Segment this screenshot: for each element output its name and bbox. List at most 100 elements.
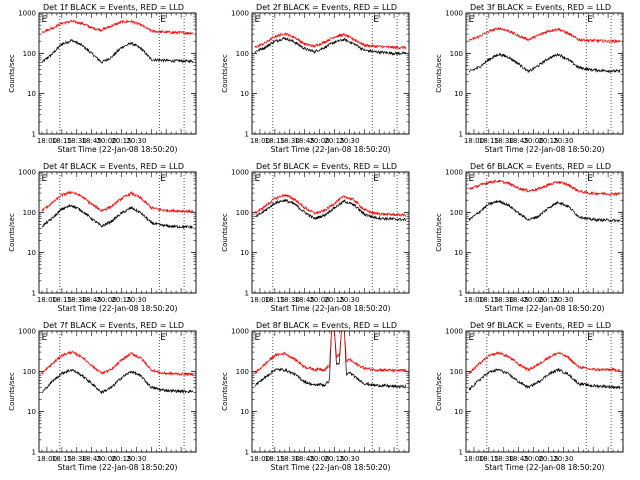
x-tick-label: 20:00 <box>309 296 329 304</box>
e-flag-label: E <box>373 333 379 343</box>
plot-frame <box>465 12 624 135</box>
x-tick-label: 18:45 <box>509 296 529 304</box>
panel-det-9: Det 9f BLACK = Events, RED = LLD 1 10 100 10… <box>435 321 624 472</box>
y-tick-label: 100 <box>23 209 36 217</box>
plot-frame <box>251 171 410 294</box>
x-tick-label: 18:15 <box>479 137 499 145</box>
x-tick-label: 18:00 <box>250 296 270 304</box>
x-tick-label: 18:30 <box>280 455 300 463</box>
x-tick-label: 18:15 <box>52 137 72 145</box>
x-tick-label: 18:30 <box>280 137 300 145</box>
x-tick-label: 20:00 <box>96 137 116 145</box>
lld-series-line <box>254 330 407 375</box>
x-tick-label: 20:30 <box>339 455 359 463</box>
panel-title: Det 7f BLACK = Events, RED = LLD <box>43 321 184 330</box>
y-tick-label: 1 <box>32 290 36 298</box>
e-flag-label: E <box>160 15 166 25</box>
y-tick-label: 1000 <box>18 328 36 336</box>
x-tick-label: 20:00 <box>96 296 116 304</box>
y-tick-label: 100 <box>450 368 463 376</box>
x-tick-label: 20:15 <box>538 455 558 463</box>
e-flag-label: E <box>254 174 260 184</box>
y-tick-label: 1000 <box>445 10 463 18</box>
x-tick-label: 18:00 <box>37 296 57 304</box>
x-tick-label: 18:30 <box>67 137 87 145</box>
y-tick-label: 1000 <box>231 328 249 336</box>
plot-frame <box>38 12 197 135</box>
x-tick-label: 18:15 <box>479 455 499 463</box>
y-tick-label: 1 <box>459 131 463 139</box>
x-tick-label: 18:15 <box>52 455 72 463</box>
x-axis-label: Start Time (22-Jan-08 18:50:20) <box>58 304 178 313</box>
lld-series-line <box>468 351 621 375</box>
x-tick-label: 18:45 <box>82 137 102 145</box>
y-axis-label: Counts/sec <box>221 54 229 93</box>
plot-frame <box>465 330 624 453</box>
x-tick-label: 20:00 <box>309 455 329 463</box>
y-tick-label: 100 <box>236 368 249 376</box>
x-tick-label: 18:45 <box>295 137 315 145</box>
panel-title: Det 4f BLACK = Events, RED = LLD <box>43 162 184 171</box>
y-tick-label: 10 <box>27 408 36 416</box>
x-tick-label: 20:00 <box>523 296 543 304</box>
x-tick-label: 18:45 <box>82 455 102 463</box>
x-axis-label: Start Time (22-Jan-08 18:50:20) <box>58 145 178 154</box>
e-flag-label: E <box>41 15 47 25</box>
x-tick-label: 20:00 <box>523 137 543 145</box>
x-tick-label: 18:00 <box>464 296 484 304</box>
x-tick-label: 20:15 <box>324 137 344 145</box>
x-tick-label: 20:15 <box>111 296 131 304</box>
x-tick-label: 18:45 <box>509 137 529 145</box>
y-axis-label: Counts/sec <box>435 372 443 411</box>
y-tick-label: 10 <box>240 249 249 257</box>
x-axis-label: Start Time (22-Jan-08 18:50:20) <box>271 304 391 313</box>
plot-frame <box>251 330 410 453</box>
x-tick-label: 20:00 <box>96 455 116 463</box>
x-tick-label: 20:15 <box>538 296 558 304</box>
x-tick-label: 20:30 <box>339 296 359 304</box>
x-tick-label: 20:00 <box>523 455 543 463</box>
x-tick-label: 18:00 <box>250 455 270 463</box>
lld-series-line <box>41 350 194 377</box>
y-tick-label: 10 <box>27 249 36 257</box>
panel-title: Det 6f BLACK = Events, RED = LLD <box>470 162 611 171</box>
panel-title: Det 9f BLACK = Events, RED = LLD <box>470 321 611 330</box>
y-tick-label: 100 <box>450 209 463 217</box>
x-tick-label: 20:15 <box>324 455 344 463</box>
e-flag-label: E <box>160 333 166 343</box>
e-flag-label: E <box>587 333 593 343</box>
events-series-line <box>254 330 407 390</box>
events-series-line <box>41 38 194 64</box>
x-tick-label: 20:30 <box>339 137 359 145</box>
events-series-line <box>468 52 621 74</box>
y-axis-label: Counts/sec <box>8 54 16 93</box>
x-tick-label: 18:15 <box>52 296 72 304</box>
x-tick-label: 18:30 <box>67 455 87 463</box>
events-series-line <box>468 199 621 224</box>
e-flag-label: E <box>41 333 47 343</box>
e-flag-label: E <box>468 333 474 343</box>
x-tick-label: 18:00 <box>464 455 484 463</box>
y-tick-label: 10 <box>240 408 249 416</box>
x-tick-label: 18:15 <box>265 137 285 145</box>
x-axis-label: Start Time (22-Jan-08 18:50:20) <box>271 145 391 154</box>
x-tick-label: 18:15 <box>479 296 499 304</box>
events-series-line <box>254 198 407 222</box>
y-tick-label: 1 <box>459 290 463 298</box>
events-series-line <box>41 368 194 395</box>
y-axis-label: Counts/sec <box>435 54 443 93</box>
lld-series-line <box>254 193 407 218</box>
x-tick-label: 20:15 <box>111 455 131 463</box>
x-tick-label: 20:30 <box>126 296 146 304</box>
e-flag-label: E <box>373 174 379 184</box>
x-tick-label: 20:15 <box>324 296 344 304</box>
plot-frame <box>251 12 410 135</box>
y-tick-label: 100 <box>236 50 249 58</box>
e-flag-label: E <box>468 15 474 25</box>
x-tick-label: 20:30 <box>126 455 146 463</box>
y-tick-label: 100 <box>450 50 463 58</box>
y-tick-label: 10 <box>27 90 36 98</box>
x-tick-label: 20:30 <box>553 455 573 463</box>
panel-det-6: Det 6f BLACK = Events, RED = LLD 1 10 100 10… <box>435 162 624 313</box>
